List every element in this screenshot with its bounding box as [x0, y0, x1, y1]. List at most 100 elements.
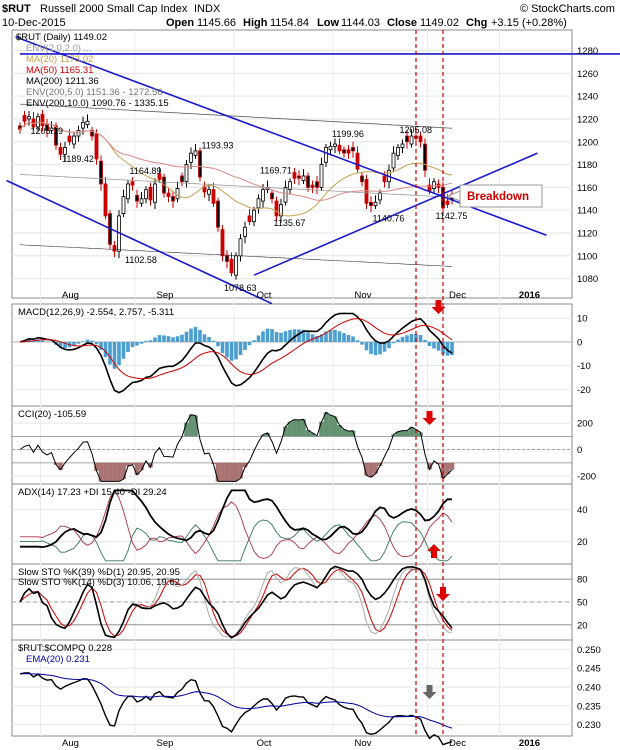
candle-body: [382, 175, 387, 183]
candles-layer: [18, 109, 454, 280]
cci-extreme-fill: [445, 462, 450, 475]
x-tick-month: Nov: [355, 738, 372, 749]
open-label: Open: [166, 17, 194, 29]
candle-body: [247, 215, 252, 222]
x-tick-month: Sep: [157, 290, 174, 301]
y-tick-ratio: 0.230: [577, 720, 601, 731]
chg-label: Chg: [466, 17, 487, 29]
macd-histogram-bar: [292, 329, 297, 342]
grid-layer: [12, 30, 572, 736]
breakdown-callout: Breakdown: [446, 184, 543, 208]
env200-10-lower: [19, 244, 453, 267]
macd-histogram-bar: [373, 341, 378, 356]
y-tick-sto: 20: [577, 620, 588, 631]
ratio-ema-label: EMA(20) 0.231: [26, 654, 90, 665]
y-tick-price: 1160: [577, 183, 597, 194]
cci-extreme-fill: [238, 462, 243, 479]
chg-value: +3.15 (+0.28%): [491, 17, 567, 29]
cci-extreme-fill: [193, 415, 198, 437]
adx-title: ADX(14) 17.23 +DI 15.40 -DI 29.24: [18, 487, 167, 498]
cci-extreme-fill: [323, 412, 329, 437]
candle-body: [207, 189, 211, 195]
macd-histogram-bar: [121, 341, 126, 359]
price-annotation: 1135.67: [274, 218, 306, 228]
ratio-title: $RUT:$COMPQ 0.228: [18, 643, 112, 654]
candle-body: [342, 149, 346, 154]
candle-body: [126, 183, 130, 200]
macd-histogram-bar: [99, 341, 103, 350]
candle-body: [279, 204, 283, 217]
candle-body: [319, 164, 324, 188]
candle-body: [369, 201, 373, 207]
x-tick-month: Oct: [257, 738, 272, 749]
macd-histogram-bar: [139, 341, 144, 344]
candle-body: [337, 144, 342, 152]
cci-extreme-fill: [134, 462, 140, 475]
sto-slow-k-line: [19, 565, 453, 639]
price-annotation: 1189.42: [62, 154, 94, 164]
y-tick-price: 1100: [577, 251, 597, 262]
legend-env200-10: ENV(200,10.0) 1090.76 - 1335.15: [26, 98, 169, 109]
candle-body: [184, 164, 189, 183]
price-annotation: 1199.96: [332, 129, 364, 139]
cci-extreme-fill: [107, 462, 113, 482]
close-label: Close: [387, 17, 417, 29]
macd-histogram-bar: [211, 340, 216, 342]
y-tick-adx: 20: [577, 537, 588, 548]
macd-histogram-bar: [297, 329, 301, 342]
macd-histogram-bar: [418, 335, 423, 342]
candle-body: [76, 129, 81, 137]
y-tick-sto: 50: [577, 598, 588, 609]
candle-body: [315, 181, 319, 188]
y-tick-ratio: 0.245: [577, 664, 601, 675]
candle-body: [261, 189, 265, 202]
cci-panel: [11, 405, 573, 485]
candle-body: [225, 255, 229, 262]
price-title: $RUT (Daily) 1149.02: [16, 32, 107, 43]
candle-body: [324, 147, 328, 163]
candle-body: [400, 143, 405, 148]
candle-body: [153, 183, 157, 203]
macd-histogram-bar: [198, 329, 202, 342]
macd-histogram-bar: [396, 339, 400, 342]
candle-body: [72, 135, 76, 145]
macd-histogram-bar: [135, 341, 139, 346]
cci-extreme-fill: [139, 462, 144, 471]
sto-title: Slow STO %K(39) %D(1) 20.95, 20.95: [18, 567, 180, 578]
y-tick-cci: 0: [577, 445, 582, 456]
candle-body: [216, 200, 220, 228]
candle-body: [193, 150, 198, 156]
candle-body: [40, 113, 45, 127]
cci-extreme-fill: [427, 462, 432, 470]
macd-histogram-bar: [171, 337, 175, 342]
legend-ma50: MA(50) 1165.31: [26, 65, 93, 76]
sto-subtitle: Slow STO %K(14) %D(3) 10.06, 19.62: [18, 577, 180, 588]
legend-env200-5: ENV(200,5.0) 1151.36 - 1272.56: [26, 87, 163, 98]
candle-body: [22, 115, 27, 122]
macd-histogram-bar: [189, 328, 193, 342]
macd-histogram-bar: [229, 341, 234, 361]
candle-body: [333, 143, 337, 147]
cci-extreme-fill: [148, 462, 153, 468]
price-annotation: 1140.76: [373, 213, 405, 223]
cci-extreme-fill: [440, 462, 446, 479]
macd-signal-line: [19, 318, 453, 380]
macd-histogram-bar: [346, 335, 351, 342]
date-label: 10-Dec-2015: [2, 17, 66, 29]
candle-body: [94, 133, 99, 160]
macd-histogram-bar: [207, 337, 211, 342]
cci-extreme-fill: [368, 462, 374, 478]
y-tick-price: 1220: [577, 114, 598, 125]
candle-body: [391, 152, 396, 169]
macd-histogram-bar: [432, 341, 436, 349]
candle-body: [252, 209, 256, 222]
x-tick-month: Aug: [62, 290, 79, 301]
macd-histogram-bar: [243, 341, 247, 350]
y-tick-macd: -20: [577, 385, 591, 396]
macd-histogram-bar: [180, 334, 184, 342]
macd-histogram-bar: [387, 341, 391, 349]
candle-body: [175, 188, 180, 200]
macd-histogram-bar: [90, 340, 94, 342]
cci-extreme-fill: [332, 416, 338, 437]
macd-histogram-bar: [234, 341, 238, 360]
